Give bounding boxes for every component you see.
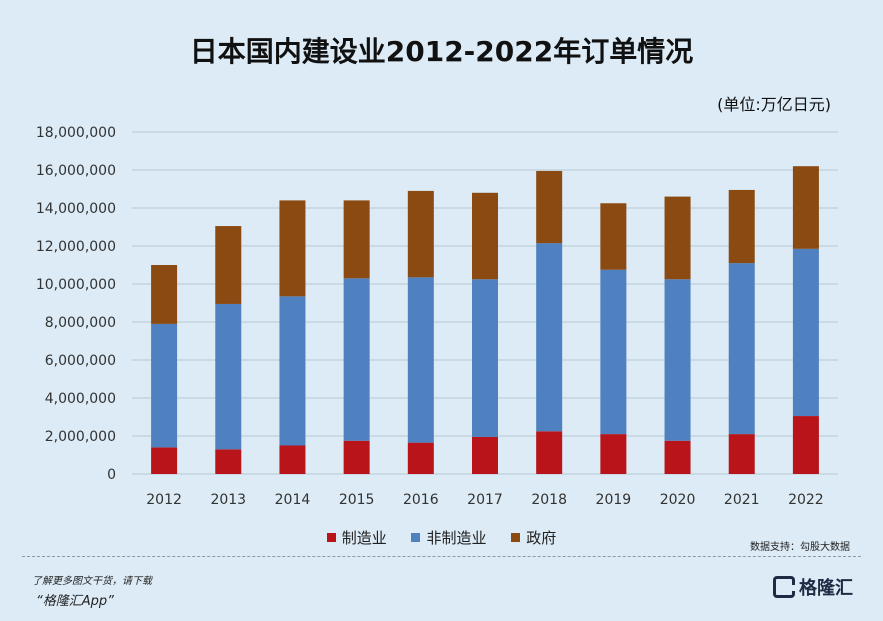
chart-title: 日本国内建设业2012-2022年订单情况 — [189, 35, 694, 68]
x-tick-label: 2013 — [210, 492, 246, 508]
y-tick-label: 18,000,000 — [36, 125, 116, 141]
bar-manufacturing-2020 — [664, 440, 691, 474]
bar-government-2019 — [600, 203, 627, 270]
x-tick-label: 2016 — [403, 492, 439, 508]
bar-manufacturing-2013 — [215, 449, 242, 474]
y-tick-label: 16,000,000 — [36, 163, 116, 179]
bar-non-manufacturing-2018 — [536, 243, 563, 432]
y-axis-tick-labels: 0 2,000,000 4,000,000 6,000,000 8,000,000 10,… — [36, 125, 116, 483]
bar-manufacturing-2019 — [600, 434, 627, 474]
bar-government-2021 — [728, 189, 755, 264]
y-tick-label: 12,000,000 — [36, 239, 116, 255]
bar-manufacturing-2022 — [792, 416, 819, 474]
x-tick-label: 2019 — [596, 492, 632, 508]
x-tick-label: 2020 — [660, 492, 696, 508]
legend-label-manufacturing: 制造业 — [341, 529, 387, 547]
footer-divider — [22, 556, 861, 557]
legend: 制造业 非制造业 政府 — [0, 527, 883, 548]
bar-manufacturing-2012 — [151, 447, 178, 474]
legend-label-government: 政府 — [526, 529, 557, 547]
logo-text: 格隆汇 — [799, 578, 853, 599]
y-tick-label: 6,000,000 — [45, 353, 116, 369]
legend-swatch-government — [511, 533, 521, 542]
legend-swatch-non-manufacturing — [411, 533, 421, 542]
bar-government-2020 — [664, 196, 691, 280]
y-tick-label: 14,000,000 — [36, 201, 116, 217]
bar-non-manufacturing-2014 — [279, 296, 306, 446]
glh-logo-icon — [773, 576, 795, 598]
y-tick-label: 4,000,000 — [45, 391, 116, 407]
bar-manufacturing-2015 — [343, 440, 370, 474]
y-tick-label: 2,000,000 — [45, 429, 116, 445]
bar-manufacturing-2018 — [536, 431, 563, 474]
x-tick-label: 2021 — [724, 492, 760, 508]
bar-non-manufacturing-2017 — [472, 279, 498, 437]
bar-non-manufacturing-2020 — [664, 279, 691, 441]
x-tick-label: 2012 — [146, 492, 182, 508]
bar-non-manufacturing-2016 — [407, 277, 434, 443]
data-source: 数据支持：勾股大数据 — [750, 542, 850, 553]
bar-non-manufacturing-2015 — [343, 278, 370, 441]
bar-manufacturing-2021 — [728, 434, 755, 474]
bar-non-manufacturing-2022 — [792, 248, 819, 417]
y-tick-label: 0 — [107, 467, 116, 483]
brand-logo: 格隆汇 — [773, 574, 853, 600]
bar-manufacturing-2014 — [279, 445, 306, 474]
bar-government-2018 — [536, 170, 563, 244]
bar-non-manufacturing-2013 — [215, 303, 242, 450]
app-name: “格隆汇App” — [36, 594, 114, 609]
bar-manufacturing-2017 — [472, 436, 498, 474]
x-tick-label: 2022 — [788, 492, 824, 508]
x-tick-label: 2015 — [339, 492, 375, 508]
bar-government-2014 — [279, 200, 306, 297]
y-tick-label: 10,000,000 — [36, 277, 116, 293]
x-tick-label: 2014 — [275, 492, 311, 508]
x-axis-tick-labels: 2012 2013 2014 2015 2016 2017 2018 2019 2020 2021… — [146, 492, 823, 508]
bar-non-manufacturing-2019 — [600, 269, 627, 435]
bar-government-2012 — [151, 265, 178, 324]
legend-item-manufacturing: 制造业 — [326, 527, 387, 548]
legend-swatch-manufacturing — [326, 533, 336, 542]
bar-government-2015 — [343, 200, 370, 279]
bar-non-manufacturing-2012 — [151, 323, 178, 448]
bar-government-2016 — [407, 190, 434, 278]
legend-item-government: 政府 — [511, 527, 556, 548]
bar-manufacturing-2016 — [407, 442, 434, 474]
x-tick-label: 2017 — [467, 492, 503, 508]
bar-government-2022 — [792, 166, 819, 249]
bar-non-manufacturing-2021 — [728, 263, 755, 435]
unit-label: (单位:万亿日元) — [717, 95, 831, 114]
x-tick-label: 2018 — [531, 492, 567, 508]
y-tick-label: 8,000,000 — [45, 315, 116, 331]
download-prompt: 了解更多图文干货，请下载 — [32, 576, 152, 587]
bars — [151, 166, 819, 474]
legend-label-non-manufacturing: 非制造业 — [426, 529, 487, 547]
bar-government-2017 — [472, 192, 498, 280]
legend-item-non-manufacturing: 非制造业 — [411, 527, 487, 548]
bar-government-2013 — [215, 226, 242, 304]
